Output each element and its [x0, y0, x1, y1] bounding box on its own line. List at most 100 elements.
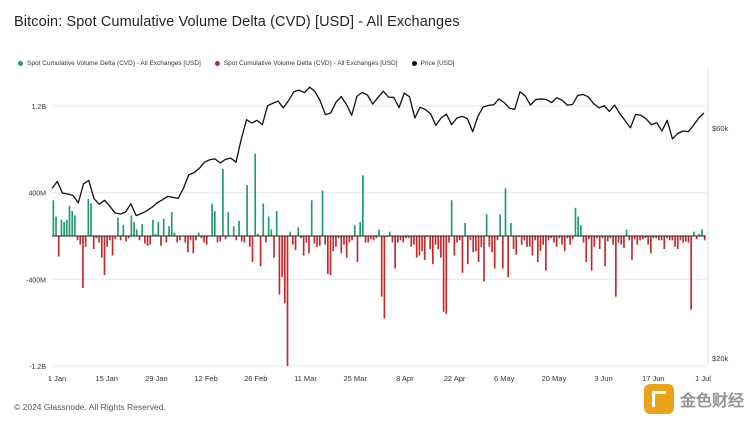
- cvd-bar-negative: [405, 236, 407, 239]
- legend-item-cvd-positive[interactable]: Spot Cumulative Volume Delta (CVD) - All…: [18, 60, 201, 67]
- cvd-bar-positive: [297, 227, 300, 236]
- x-tick-label: 1 Jan: [48, 374, 66, 383]
- cvd-bar-negative: [507, 236, 510, 278]
- cvd-bar-negative: [445, 236, 448, 314]
- cvd-bar-negative: [547, 236, 550, 241]
- cvd-bar-negative: [606, 236, 609, 242]
- cvd-bar-negative: [340, 236, 343, 254]
- cvd-bar-negative: [520, 236, 523, 245]
- cvd-bar-negative: [324, 236, 327, 245]
- cvd-bar-negative: [84, 236, 87, 247]
- cvd-bar-positive: [141, 224, 143, 236]
- cvd-bar-negative: [251, 236, 254, 262]
- cvd-bar-positive: [257, 233, 259, 236]
- cvd-bar-negative: [496, 236, 499, 241]
- cvd-bar-negative: [399, 236, 402, 241]
- y-tick-label-left: -1.2B: [29, 364, 46, 371]
- cvd-bar-negative: [79, 236, 82, 245]
- cvd-bar-positive: [254, 153, 257, 236]
- cvd-bar-positive: [222, 168, 224, 236]
- cvd-bar-negative: [76, 236, 79, 241]
- cvd-bar-negative: [205, 236, 208, 245]
- cvd-bar-negative: [488, 236, 491, 247]
- cvd-bar-positive: [310, 200, 313, 236]
- cvd-bar-negative: [590, 236, 593, 271]
- cvd-bar-negative: [391, 236, 394, 243]
- y-tick-label-right: $60k: [712, 124, 729, 133]
- cvd-bar-negative: [337, 236, 340, 239]
- cvd-bar-positive: [173, 232, 176, 236]
- cvd-bar-negative: [558, 236, 561, 239]
- cvd-bar-negative: [286, 236, 289, 366]
- cvd-bar-negative: [259, 236, 262, 267]
- cvd-bar-negative: [407, 236, 410, 239]
- cvd-bar-negative: [356, 236, 359, 262]
- legend-label-price: Price [USD]: [420, 59, 455, 67]
- cvd-bar-negative: [370, 236, 372, 240]
- cvd-bar-negative: [109, 236, 111, 241]
- cvd-bar-negative: [437, 236, 440, 249]
- cvd-bar-negative: [160, 236, 162, 246]
- cvd-bar-negative: [472, 236, 475, 253]
- y-tick-label-left: -400M: [26, 277, 46, 284]
- cvd-bar-negative: [671, 236, 674, 241]
- cvd-bar-negative: [294, 236, 297, 251]
- y-tick-label-left: 1.2B: [32, 104, 47, 111]
- cvd-bar-negative: [442, 236, 445, 312]
- cvd-bar-negative: [480, 236, 483, 247]
- cvd-bar-negative: [501, 236, 504, 269]
- cvd-bar-negative: [666, 236, 668, 239]
- x-tick-label: 25 Mar: [343, 374, 367, 383]
- cvd-bar-positive: [130, 215, 133, 236]
- cvd-bar-positive: [227, 212, 230, 236]
- cvd-bar-negative: [292, 236, 294, 245]
- cvd-bar-negative: [440, 236, 442, 258]
- cvd-bar-negative: [695, 236, 698, 240]
- cvd-bar-negative: [512, 236, 515, 249]
- cvd-bar-negative: [687, 236, 690, 243]
- cvd-bar-negative: [184, 236, 187, 243]
- cvd-bar-negative: [235, 236, 238, 241]
- cvd-bar-negative: [598, 236, 601, 249]
- cvd-bar-negative: [195, 236, 197, 241]
- x-tick-label: 6 May: [494, 374, 515, 383]
- legend-label-cvd-negative: Spot Cumulative Volume Delta (CVD) - All…: [223, 59, 398, 67]
- cvd-bar-negative: [410, 236, 413, 247]
- legend-item-price[interactable]: Price [USD]: [411, 59, 455, 67]
- cvd-bar-negative: [189, 236, 192, 241]
- cvd-bar-negative: [493, 236, 496, 269]
- cvd-bar-positive: [157, 221, 160, 236]
- cvd-bar-negative: [639, 236, 641, 241]
- cvd-bar-negative: [518, 236, 520, 238]
- cvd-bar-negative: [542, 236, 545, 245]
- cvd-bar-negative: [596, 236, 598, 239]
- x-tick-label: 11 Mar: [294, 374, 317, 383]
- cvd-bar-negative: [563, 236, 566, 252]
- cvd-bar-negative: [617, 236, 620, 243]
- cvd-bar-negative: [383, 236, 386, 319]
- cvd-bar-negative: [534, 236, 536, 241]
- cvd-bar-negative: [100, 236, 103, 258]
- price-line: [51, 86, 705, 217]
- x-tick-label: 22 Apr: [444, 374, 466, 383]
- cvd-bar-negative: [367, 236, 370, 243]
- cvd-bar-negative: [448, 236, 450, 243]
- cvd-bar-negative: [394, 236, 396, 269]
- cvd-bar-negative: [273, 236, 275, 258]
- legend-label-cvd-positive: Spot Cumulative Volume Delta (CVD) - All…: [27, 59, 201, 67]
- cvd-bar-positive: [359, 221, 361, 236]
- cvd-bar-negative: [601, 236, 604, 239]
- cvd-bar-positive: [577, 216, 579, 236]
- legend-item-cvd-negative[interactable]: Spot Cumulative Volume Delta (CVD) - All…: [214, 59, 398, 67]
- cvd-bar-positive: [267, 216, 270, 236]
- legend-dot-icon-green: [18, 60, 23, 66]
- cvd-bar-negative: [593, 236, 596, 247]
- cvd-bar-negative: [316, 236, 318, 247]
- cvd-bar-negative: [668, 236, 671, 241]
- cvd-bar-negative: [114, 236, 117, 240]
- cvd-bar-negative: [703, 236, 706, 241]
- cvd-bar-positive: [378, 229, 380, 236]
- cvd-bar-negative: [281, 236, 283, 278]
- y-tick-label-right: $20k: [712, 354, 729, 363]
- x-tick-label: 3 Jun: [594, 374, 612, 383]
